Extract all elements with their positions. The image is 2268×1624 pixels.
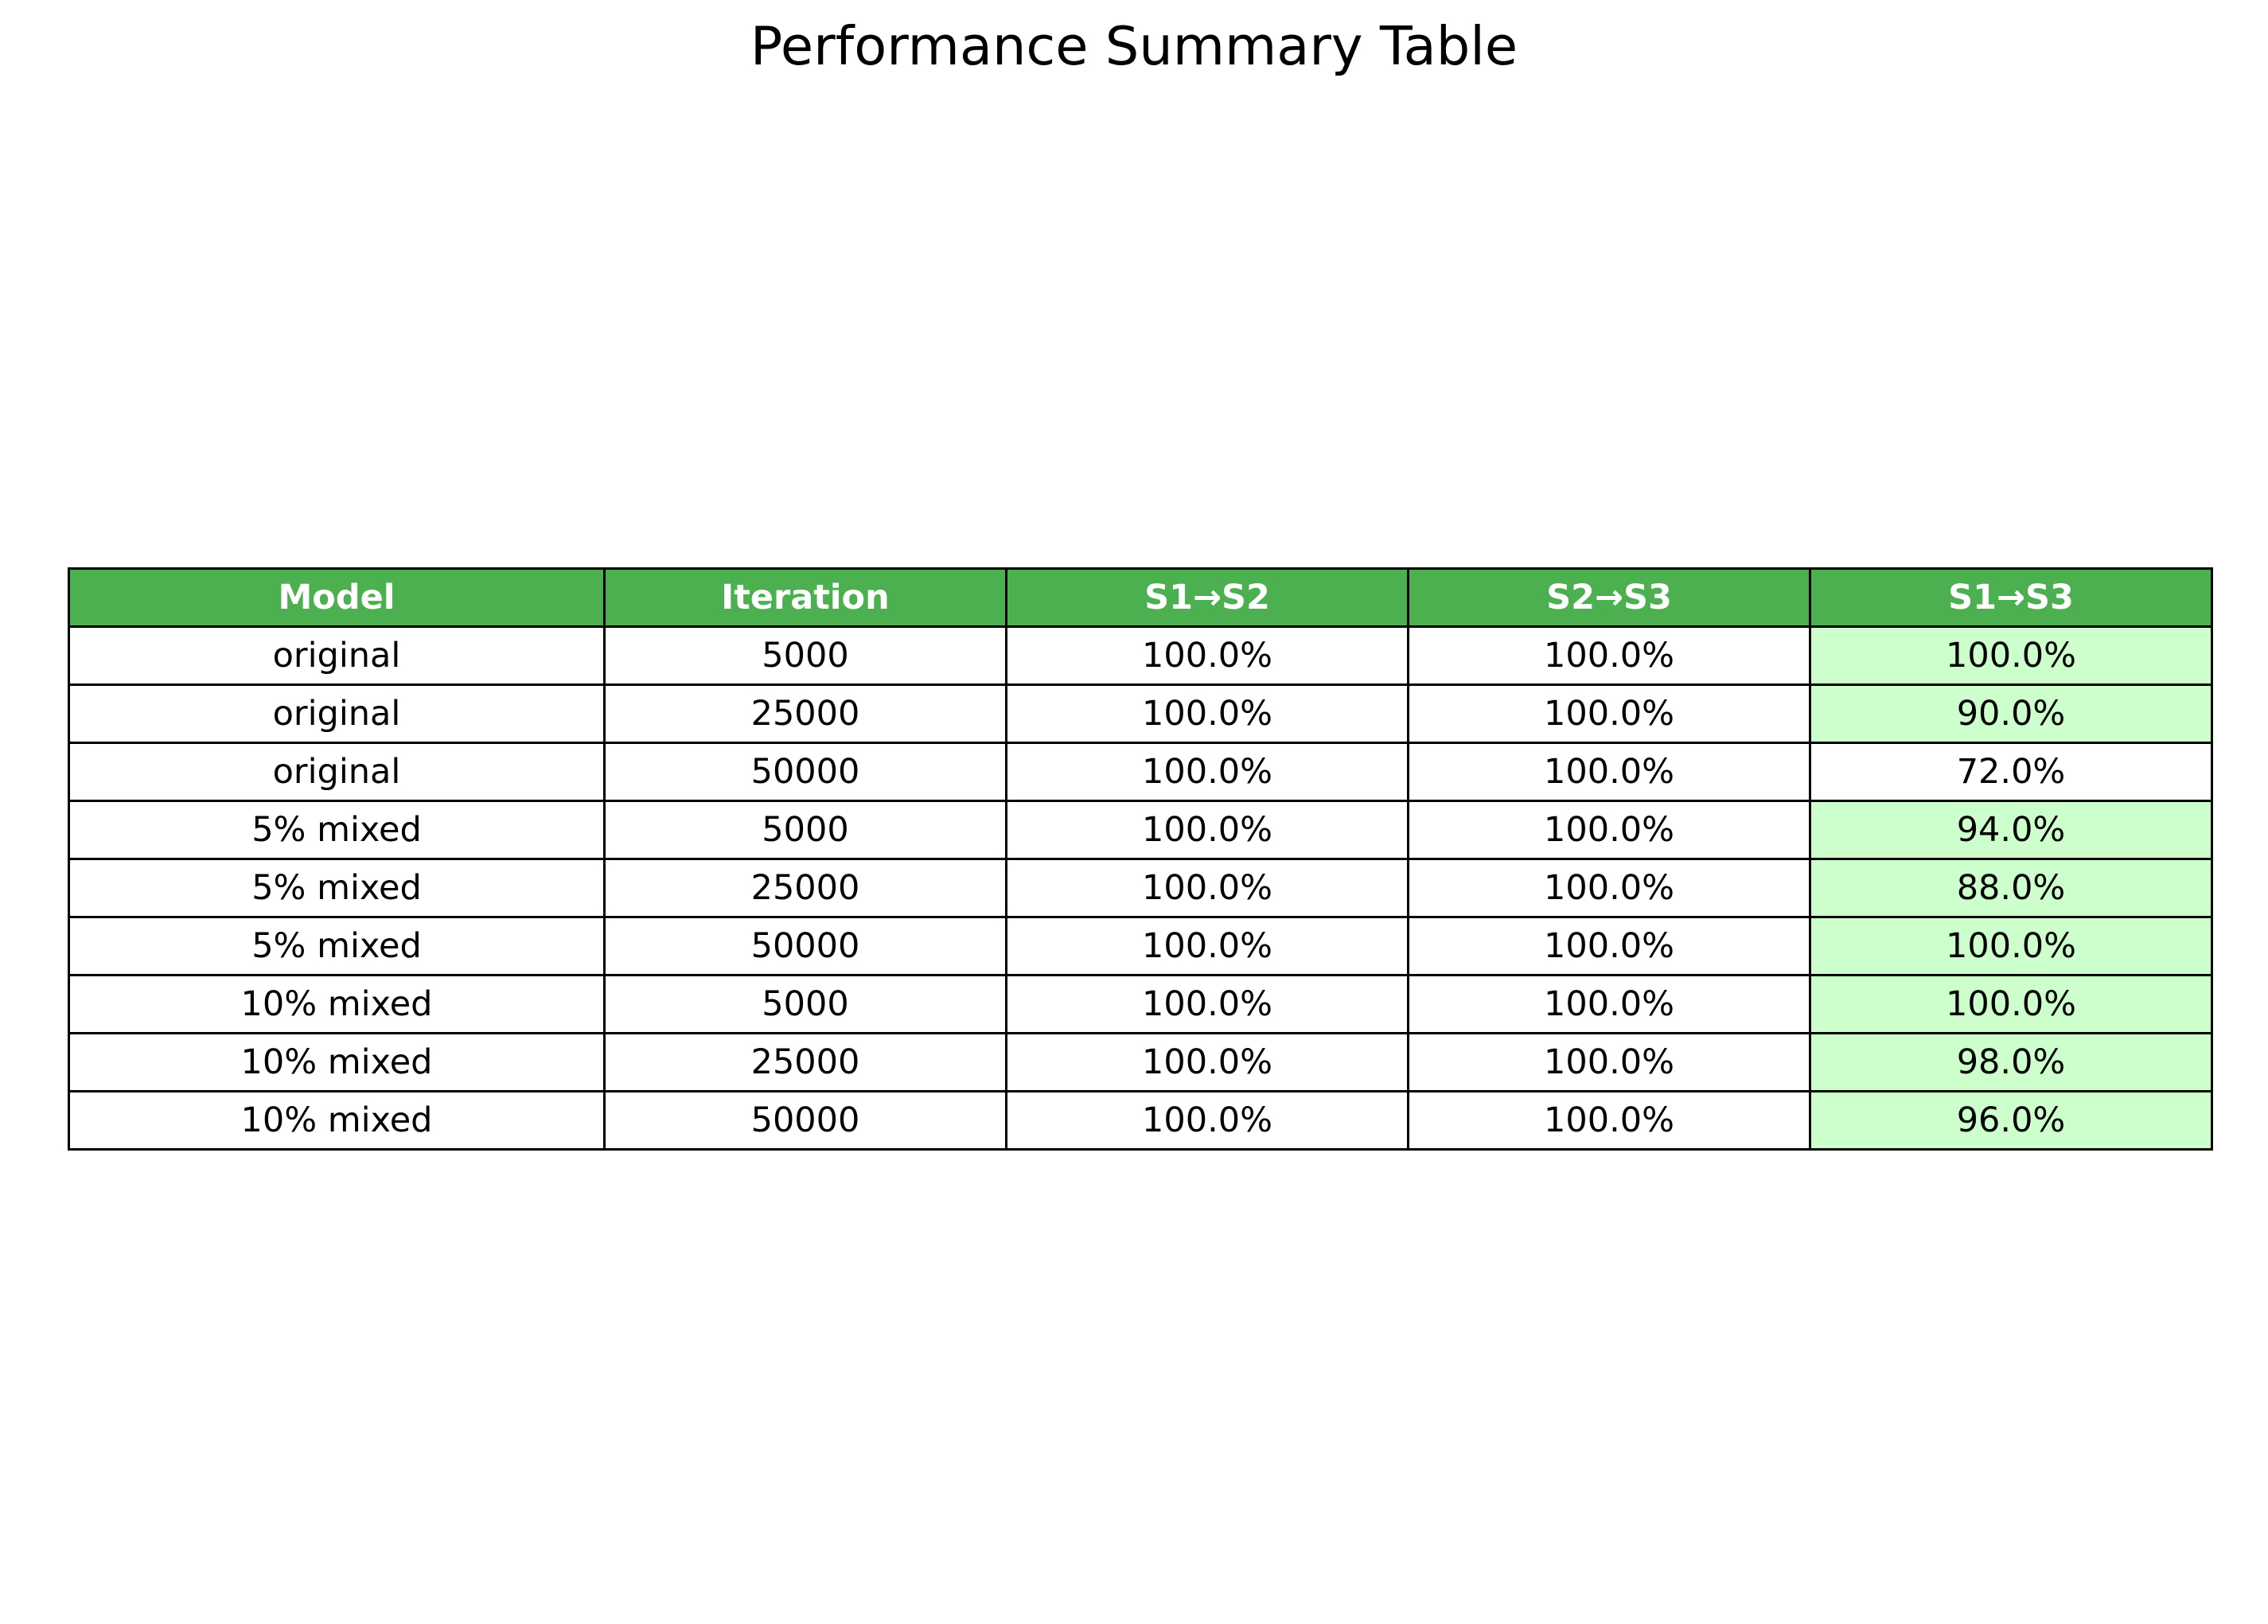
cell-s1-s3: 100.0%	[1809, 916, 2213, 976]
cell-s1-s3: 72.0%	[1809, 742, 2213, 802]
cell-s1-s3: 96.0%	[1809, 1090, 2213, 1151]
cell-model: original	[68, 683, 606, 744]
table-title: Performance Summary Table	[750, 15, 1518, 77]
cell-model: 10% mixed	[68, 1032, 606, 1092]
cell-model: 5% mixed	[68, 800, 606, 860]
table-body: original 5000 100.0% 100.0% 100.0% original 25…	[68, 625, 2213, 1151]
table-row: 5% mixed 25000 100.0% 100.0% 88.0%	[68, 858, 2213, 918]
cell-s1-s3: 94.0%	[1809, 800, 2213, 860]
cell-s1-s2: 100.0%	[1005, 625, 1409, 686]
table-row: original 5000 100.0% 100.0% 100.0%	[68, 625, 2213, 686]
cell-s1-s3: 100.0%	[1809, 625, 2213, 686]
cell-model: 5% mixed	[68, 916, 606, 976]
cell-iteration: 25000	[603, 683, 1007, 744]
header-iteration: Iteration	[603, 567, 1007, 628]
table-row: 10% mixed 25000 100.0% 100.0% 98.0%	[68, 1032, 2213, 1092]
header-model: Model	[68, 567, 606, 628]
cell-iteration: 50000	[603, 916, 1007, 976]
table-row: original 50000 100.0% 100.0% 72.0%	[68, 742, 2213, 802]
header-s1-s2: S1→S2	[1005, 567, 1409, 628]
cell-s1-s3: 98.0%	[1809, 1032, 2213, 1092]
header-s1-s3: S1→S3	[1809, 567, 2213, 628]
header-s2-s3: S2→S3	[1407, 567, 1811, 628]
cell-iteration: 50000	[603, 742, 1007, 802]
cell-s1-s2: 100.0%	[1005, 1032, 1409, 1092]
cell-s1-s3: 90.0%	[1809, 683, 2213, 744]
cell-iteration: 50000	[603, 1090, 1007, 1151]
cell-s2-s3: 100.0%	[1407, 683, 1811, 744]
cell-s2-s3: 100.0%	[1407, 800, 1811, 860]
cell-s1-s3: 100.0%	[1809, 974, 2213, 1034]
table-row: 10% mixed 5000 100.0% 100.0% 100.0%	[68, 974, 2213, 1034]
cell-s2-s3: 100.0%	[1407, 625, 1811, 686]
table-row: 10% mixed 50000 100.0% 100.0% 96.0%	[68, 1090, 2213, 1151]
cell-s1-s2: 100.0%	[1005, 1090, 1409, 1151]
cell-s2-s3: 100.0%	[1407, 1090, 1811, 1151]
cell-iteration: 25000	[603, 858, 1007, 918]
table-row: 5% mixed 5000 100.0% 100.0% 94.0%	[68, 800, 2213, 860]
cell-s1-s2: 100.0%	[1005, 858, 1409, 918]
cell-iteration: 5000	[603, 800, 1007, 860]
cell-s2-s3: 100.0%	[1407, 1032, 1811, 1092]
cell-s1-s3: 88.0%	[1809, 858, 2213, 918]
cell-model: original	[68, 625, 606, 686]
cell-s2-s3: 100.0%	[1407, 916, 1811, 976]
cell-model: original	[68, 742, 606, 802]
cell-s1-s2: 100.0%	[1005, 742, 1409, 802]
cell-s2-s3: 100.0%	[1407, 858, 1811, 918]
cell-s1-s2: 100.0%	[1005, 800, 1409, 860]
cell-model: 5% mixed	[68, 858, 606, 918]
cell-model: 10% mixed	[68, 974, 606, 1034]
cell-iteration: 5000	[603, 625, 1007, 686]
table-row: original 25000 100.0% 100.0% 90.0%	[68, 683, 2213, 744]
cell-s1-s2: 100.0%	[1005, 683, 1409, 744]
cell-s1-s2: 100.0%	[1005, 974, 1409, 1034]
performance-summary-table: Model Iteration S1→S2 S2→S3 S1→S3 origin…	[68, 567, 2213, 1151]
cell-iteration: 5000	[603, 974, 1007, 1034]
cell-iteration: 25000	[603, 1032, 1007, 1092]
header-row: Model Iteration S1→S2 S2→S3 S1→S3	[68, 567, 2213, 628]
cell-s1-s2: 100.0%	[1005, 916, 1409, 976]
cell-model: 10% mixed	[68, 1090, 606, 1151]
cell-s2-s3: 100.0%	[1407, 742, 1811, 802]
table-row: 5% mixed 50000 100.0% 100.0% 100.0%	[68, 916, 2213, 976]
cell-s2-s3: 100.0%	[1407, 974, 1811, 1034]
